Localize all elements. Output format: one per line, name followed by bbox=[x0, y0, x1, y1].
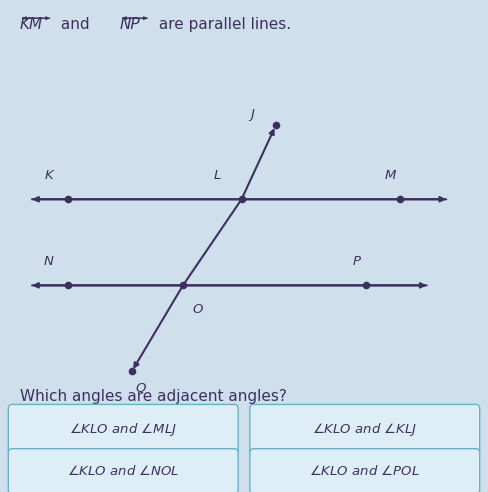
Text: P: P bbox=[352, 255, 360, 268]
Text: K: K bbox=[44, 169, 53, 182]
FancyBboxPatch shape bbox=[250, 404, 480, 454]
Text: O: O bbox=[193, 303, 203, 315]
Text: Which angles are adjacent angles?: Which angles are adjacent angles? bbox=[20, 389, 286, 403]
Text: NP: NP bbox=[120, 17, 140, 32]
Text: $\angle KLO$ and $\angle MLJ$: $\angle KLO$ and $\angle MLJ$ bbox=[69, 421, 177, 438]
Text: and: and bbox=[56, 17, 95, 32]
Text: are parallel lines.: are parallel lines. bbox=[154, 17, 291, 32]
FancyBboxPatch shape bbox=[8, 404, 238, 454]
Text: $\angle KLO$ and $\angle KLJ$: $\angle KLO$ and $\angle KLJ$ bbox=[312, 421, 417, 438]
FancyBboxPatch shape bbox=[250, 449, 480, 492]
FancyBboxPatch shape bbox=[8, 449, 238, 492]
Text: ☛: ☛ bbox=[153, 411, 169, 429]
Text: $\angle KLO$ and $\angle POL$: $\angle KLO$ and $\angle POL$ bbox=[309, 464, 420, 478]
Text: Q: Q bbox=[136, 381, 146, 394]
Text: J: J bbox=[250, 108, 254, 121]
Text: KM: KM bbox=[20, 17, 42, 32]
Text: M: M bbox=[385, 169, 396, 182]
Text: L: L bbox=[213, 169, 221, 182]
Text: N: N bbox=[44, 255, 54, 268]
Text: $\angle KLO$ and $\angle NOL$: $\angle KLO$ and $\angle NOL$ bbox=[67, 464, 180, 478]
